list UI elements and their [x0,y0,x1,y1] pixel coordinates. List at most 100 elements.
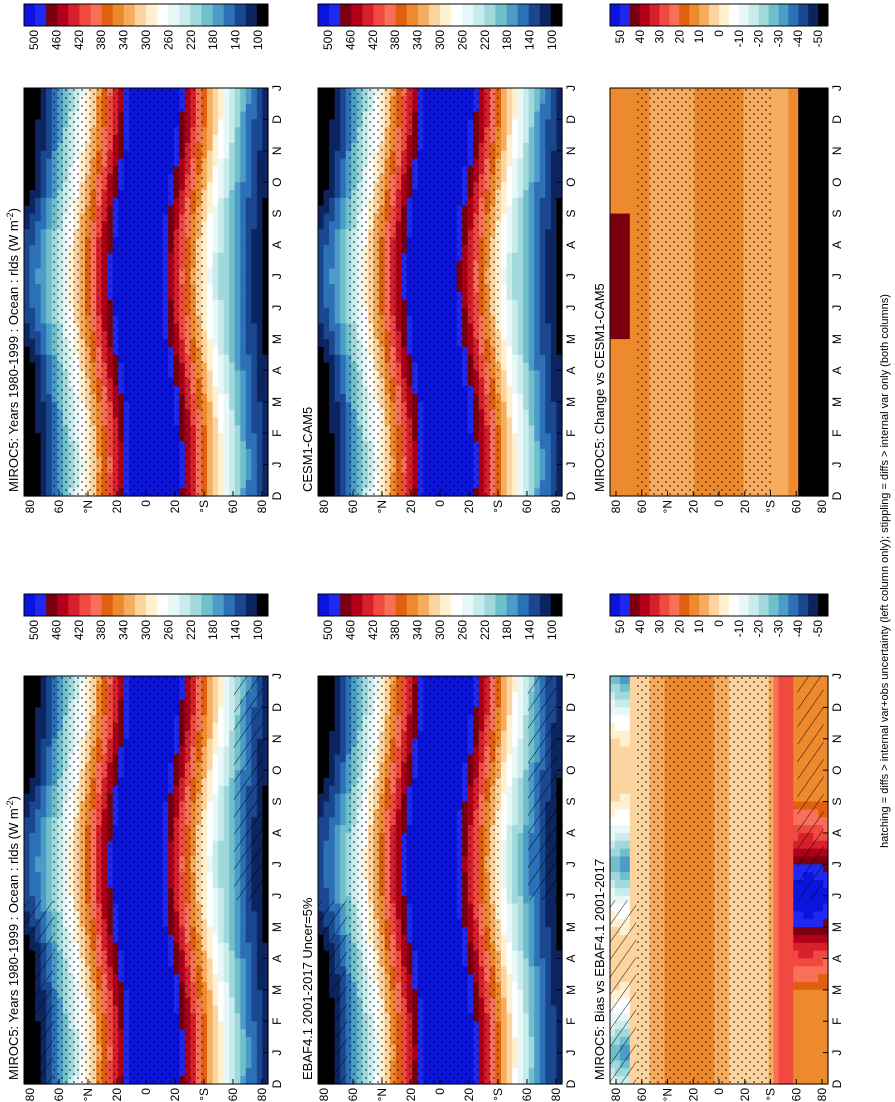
heatmap-cell [29,895,36,905]
heatmap-cell [223,848,230,858]
heatmap-cell [619,762,626,771]
heatmap-cell [610,707,616,716]
heatmap-cell [24,707,31,716]
heatmap-cell [46,738,53,748]
heatmap-cell [614,793,621,803]
colorbar-label: 420 [366,620,380,640]
heatmap-cell [629,880,636,889]
heatmap-cell [234,919,241,928]
heatmap-cell [29,730,36,740]
heatmap-cell [506,707,513,716]
heatmap-cell [501,730,508,740]
heatmap-cell [223,934,230,944]
heatmap-cell [501,1068,508,1077]
heatmap-cell [534,1068,541,1077]
heatmap-cell [329,778,336,787]
heatmap-cell [245,1036,252,1046]
heatmap-cell [223,785,230,795]
heatmap-cell [506,1021,513,1030]
heatmap-cell [29,848,36,858]
heatmap-cell [624,817,631,826]
heatmap-cell [24,848,31,858]
heatmap-cell [323,817,330,826]
heatmap-cell [624,699,631,708]
heatmap-cell [223,809,230,818]
heatmap-cell [40,840,47,850]
heatmap-cell [240,1060,247,1069]
heatmap-cell [340,801,347,810]
heatmap-cell [614,770,621,779]
heatmap-cell [229,1029,236,1038]
heatmap-cell [46,754,53,763]
heatmap-cell [629,817,636,826]
heatmap-cell [251,950,258,960]
heatmap-cell [262,997,269,1007]
heatmap-cell [506,746,513,756]
heatmap-cell [262,934,269,944]
heatmap-cell [35,730,42,740]
month-tick-label: J [270,861,284,867]
heatmap-cell [229,1052,236,1062]
heatmap-cell [46,817,53,826]
heatmap-cell [501,778,508,787]
heatmap-cell [323,785,330,795]
heatmap-cell [318,746,325,756]
heatmap-cell [40,683,47,693]
heatmap-cell [528,919,535,928]
heatmap-cell [212,1029,219,1038]
heatmap-cell [256,997,264,1007]
heatmap-cell [501,754,508,763]
heatmap-cell [240,1029,247,1038]
heatmap-cell [35,848,42,858]
heatmap-cell [545,1068,552,1077]
heatmap-cell [334,754,341,763]
heatmap-cell [323,754,330,763]
colorbar-label: 460 [343,620,357,640]
heatmap-cell [629,723,636,732]
heatmap-cell [251,1021,258,1030]
colorbar-swatch [428,594,441,616]
heatmap-cell [256,911,264,920]
heatmap-cell [24,809,31,818]
heatmap-cell [212,911,219,920]
heatmap-cell [212,746,219,756]
heatmap-cell [262,1052,269,1062]
heatmap-cell [545,1052,552,1062]
heatmap-cell [506,738,513,748]
heatmap-cell [229,840,236,850]
heatmap-cell [251,1076,258,1085]
heatmap-cell [517,730,524,740]
heatmap-cell [212,1044,219,1054]
heatmap-cell [528,958,535,967]
heatmap-cell [251,919,258,928]
heatmap-cell [534,919,541,928]
heatmap-cell [240,911,247,920]
heatmap-cell [619,715,626,724]
heatmap-cell [534,982,541,991]
heatmap-cell [212,832,219,842]
heatmap-cell [262,715,269,724]
heatmap-cell [207,676,214,685]
heatmap-cell [35,738,42,748]
heatmap-cell [539,1052,546,1062]
heatmap-cell [229,942,236,952]
heatmap-cell [251,1013,258,1022]
heatmap-cell [323,825,330,834]
heatmap-cell [218,880,225,889]
heatmap-cell [528,1029,535,1038]
heatmap-cell [539,1005,546,1014]
heatmap-cell [512,895,519,905]
month-tick-label: O [270,765,284,774]
heatmap-cell [614,676,621,685]
heatmap-cell [218,754,225,763]
heatmap-cell [223,730,230,740]
heatmap-cell [329,840,336,850]
heatmap-cell [323,699,330,708]
heatmap-cell [550,903,558,912]
heatmap-cell [501,699,508,708]
heatmap-cell [334,707,341,716]
heatmap-cell [207,762,214,771]
heatmap-cell [614,738,621,748]
heatmap-cell [207,1029,214,1038]
